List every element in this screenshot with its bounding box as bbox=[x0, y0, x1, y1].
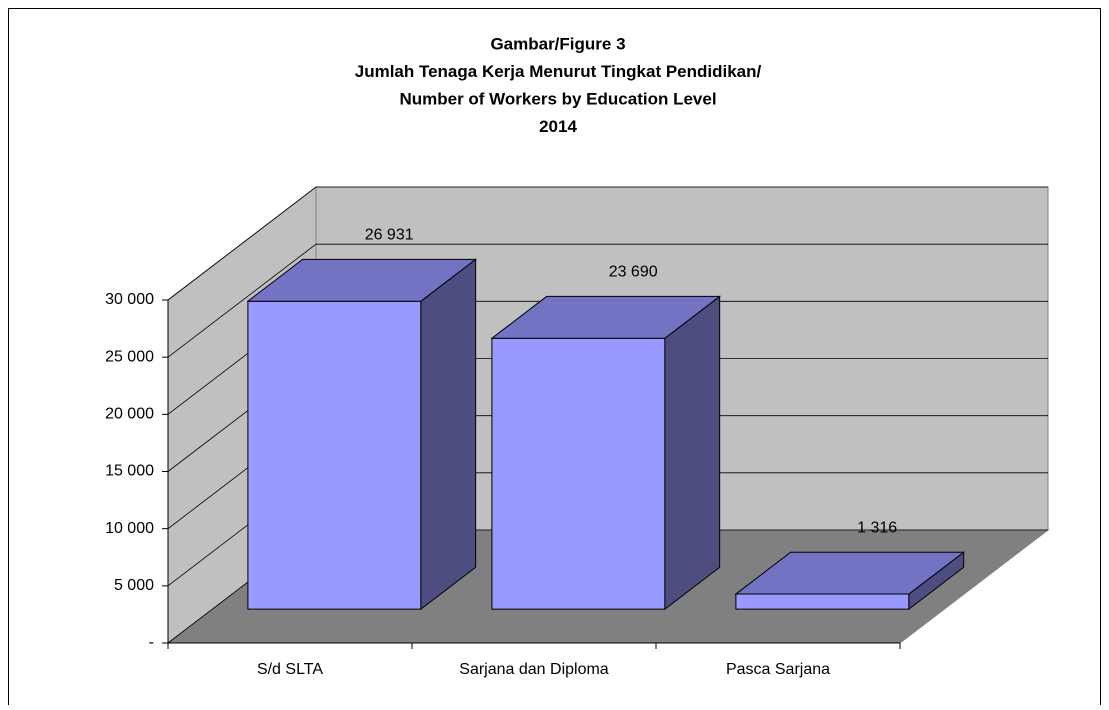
bar-side bbox=[664, 295, 721, 611]
x-tick-label: Sarjana dan Diploma bbox=[459, 661, 609, 678]
value-label: 1 316 bbox=[857, 519, 897, 536]
y-tick-label: 15 000 bbox=[105, 463, 154, 480]
chart-title: Jumlah Tenaga Kerja Menurut Tingkat Pend… bbox=[355, 62, 762, 81]
chart-title: Number of Workers by Education Level bbox=[399, 89, 716, 108]
value-label: 23 690 bbox=[609, 264, 658, 281]
bar bbox=[246, 258, 478, 611]
y-tick-label: 20 000 bbox=[105, 406, 154, 423]
chart-title: Gambar/Figure 3 bbox=[490, 34, 625, 53]
x-tick-label: Pasca Sarjana bbox=[726, 661, 830, 678]
chart-title: 2014 bbox=[539, 117, 577, 136]
bar-side bbox=[420, 258, 477, 611]
bar bbox=[734, 551, 966, 611]
y-tick-label: 30 000 bbox=[105, 291, 154, 308]
value-label: 26 931 bbox=[365, 227, 414, 244]
grid-line bbox=[167, 186, 1048, 301]
y-tick-label: 10 000 bbox=[105, 520, 154, 537]
bar-top bbox=[490, 295, 722, 339]
chart-border bbox=[8, 8, 1101, 705]
bar bbox=[490, 295, 722, 611]
y-tick-label: - bbox=[149, 634, 154, 651]
bar-front bbox=[247, 300, 422, 610]
x-tick-label: S/d SLTA bbox=[257, 661, 323, 678]
y-tick-label: 25 000 bbox=[105, 348, 154, 365]
bar-top bbox=[734, 551, 966, 595]
bar-front bbox=[491, 337, 666, 610]
bar-top bbox=[246, 258, 478, 302]
y-tick-label: 5 000 bbox=[114, 577, 154, 594]
grid-line bbox=[167, 243, 1048, 358]
bar-front bbox=[735, 593, 910, 610]
